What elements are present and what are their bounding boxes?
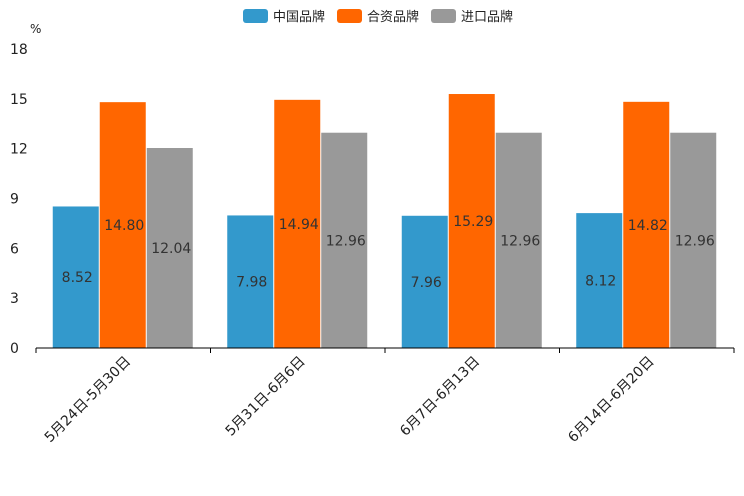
y-tick-label: 3	[10, 291, 19, 307]
data-label: 14.80	[104, 218, 144, 234]
legend-item[interactable]: 合资品牌	[337, 9, 419, 25]
legend-swatch	[431, 9, 456, 23]
data-label: 7.98	[236, 275, 267, 291]
legend-label: 中国品牌	[273, 9, 325, 25]
data-label: 14.94	[279, 217, 319, 233]
bar	[146, 148, 193, 348]
data-label: 12.96	[675, 233, 715, 249]
x-tick-label: 5月24日-5月30日	[42, 354, 134, 446]
y-axis-unit: %	[30, 22, 41, 36]
bar	[274, 99, 321, 348]
data-label: 12.04	[151, 241, 191, 257]
data-label: 12.96	[326, 233, 366, 249]
y-tick-label: 15	[10, 92, 28, 108]
y-tick-label: 18	[10, 42, 28, 58]
bar	[448, 94, 495, 348]
y-tick-label: 12	[10, 142, 28, 158]
bar	[227, 215, 274, 348]
bar	[576, 213, 623, 348]
y-tick-label: 6	[10, 241, 19, 257]
bar	[670, 132, 717, 348]
bar	[99, 102, 146, 349]
x-tick-label: 5月31日-6月6日	[223, 354, 309, 440]
bar	[623, 101, 670, 348]
legend-swatch	[337, 9, 362, 23]
x-axis-tick-labels: 5月24日-5月30日 5月31日-6月6日 6月7日-6月13日 6月14日-6月2…	[42, 354, 658, 446]
y-axis-tick-labels: 0 3 6 9 12 15 18	[10, 42, 28, 357]
data-label: 15.29	[453, 214, 493, 230]
legend: 中国品牌 合资品牌 进口品牌	[243, 9, 513, 25]
x-axis-ticks	[35, 348, 735, 353]
legend-label: 进口品牌	[461, 9, 513, 25]
bars	[52, 94, 717, 349]
y-tick-label: 0	[10, 341, 19, 357]
bar	[495, 132, 542, 348]
data-label: 8.12	[585, 274, 616, 290]
legend-swatch	[243, 9, 268, 23]
legend-item[interactable]: 进口品牌	[431, 9, 513, 25]
legend-item[interactable]: 中国品牌	[243, 9, 325, 25]
data-label: 8.52	[62, 270, 93, 286]
data-label: 7.96	[411, 275, 442, 291]
bar	[401, 215, 448, 348]
data-label: 14.82	[628, 218, 668, 234]
bar	[321, 132, 368, 348]
y-tick-label: 9	[10, 192, 19, 208]
data-labels: 8.52 14.80 12.04 7.98 14.94 12.96 7.96 15.29 12.…	[62, 214, 715, 291]
legend-label: 合资品牌	[367, 9, 419, 25]
bar	[52, 206, 99, 348]
x-tick-label: 6月7日-6月13日	[397, 354, 483, 440]
x-tick-label: 6月14日-6月20日	[565, 354, 657, 446]
data-label: 12.96	[500, 233, 540, 249]
